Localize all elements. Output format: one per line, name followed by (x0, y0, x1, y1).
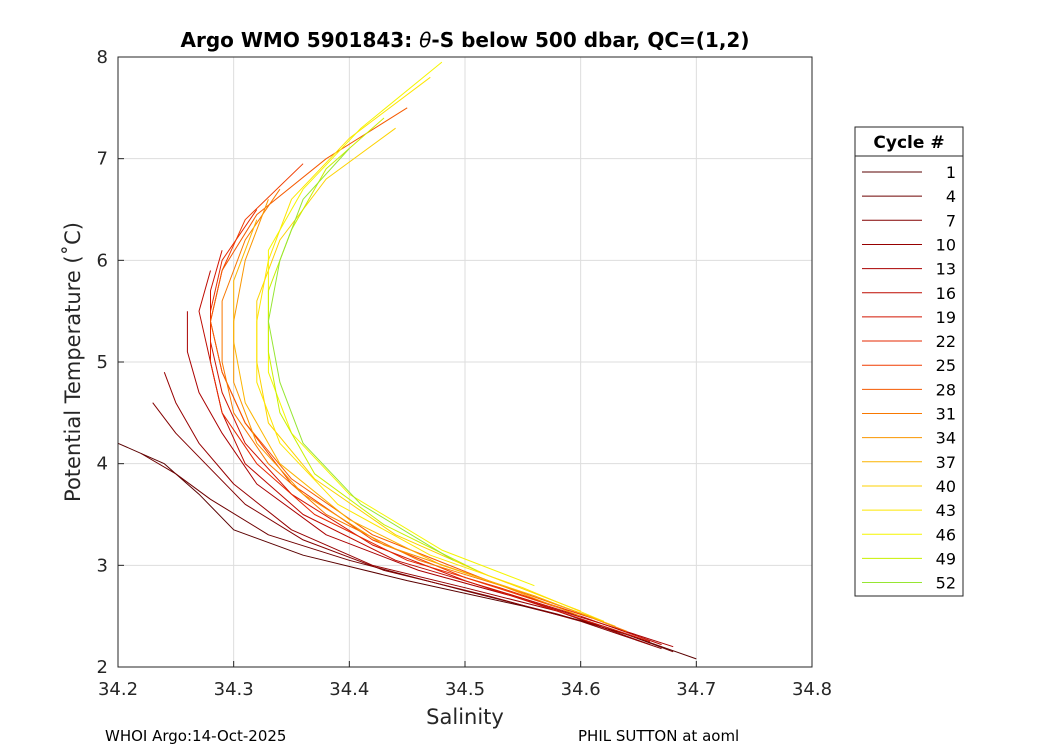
footer-right: PHIL SUTTON at aoml (578, 727, 739, 745)
legend-entry: 25 (862, 356, 956, 375)
series-line-cycle-49 (267, 117, 477, 571)
y-tick-label: 5 (97, 352, 108, 373)
legend-entry: 22 (862, 332, 956, 351)
series-line-cycle-13 (186, 311, 674, 648)
legend-label: 34 (936, 429, 956, 448)
legend-label: 10 (936, 235, 956, 254)
series-line-cycle-7 (152, 402, 662, 650)
y-tick-label: 4 (97, 454, 108, 475)
footer-left: WHOI Argo:14-Oct-2025 (105, 727, 286, 745)
legend-label: 22 (936, 332, 956, 351)
y-tick-label: 7 (97, 149, 108, 170)
legend-entry: 16 (862, 284, 956, 303)
legend-entry: 43 (862, 501, 956, 520)
legend-entry: 1 (862, 163, 956, 182)
legend-label: 25 (936, 356, 956, 375)
x-tick-label: 34.2 (98, 679, 138, 700)
legend: Cycle # 1 4 7 10 13 16 19 22 25 28 31 34 37 40 43 46 49 5… (854, 126, 964, 597)
y-axis-label: Potential Temperature (˚C) (61, 222, 85, 502)
series-line-cycle-43 (256, 76, 604, 622)
y-tick-label: 3 (97, 555, 108, 576)
y-axis: 2 3 4 5 6 7 8 (97, 47, 124, 678)
legend-label: 40 (936, 477, 956, 496)
legend-entry: 4 (862, 187, 956, 206)
legend-label: 4 (946, 187, 956, 206)
legend-label: 49 (936, 549, 956, 568)
x-axis-label: Salinity (426, 705, 504, 729)
x-axis: 34.2 34.3 34.4 34.5 34.6 34.7 34.8 (98, 661, 832, 700)
legend-label: 1 (946, 163, 956, 182)
legend-label: 16 (936, 284, 956, 303)
legend-entry: 10 (862, 235, 956, 254)
legend-entry: 49 (862, 549, 956, 568)
series-line-cycle-16 (198, 270, 662, 646)
legend-entry: 7 (862, 211, 956, 230)
x-tick-label: 34.6 (561, 679, 601, 700)
legend-label: 37 (936, 453, 956, 472)
x-tick-label: 34.5 (445, 679, 485, 700)
legend-label: 13 (936, 260, 956, 279)
y-tick-label: 8 (97, 47, 108, 68)
legend-label: 7 (946, 211, 956, 230)
series-line-cycle-52 (267, 148, 454, 561)
x-tick-label: 34.3 (214, 679, 254, 700)
series-line-cycle-37 (233, 219, 616, 627)
legend-entry: 52 (862, 574, 956, 593)
legend-entry: 19 (862, 308, 956, 327)
x-tick-label: 34.7 (676, 679, 716, 700)
y-tick-label: 6 (97, 250, 108, 271)
legend-entry: 13 (862, 260, 956, 279)
series-line-cycle-22 (210, 209, 593, 619)
series-line-cycle-31 (221, 188, 628, 632)
legend-label: 46 (936, 525, 956, 544)
legend-entry: 31 (862, 405, 956, 424)
y-tick-label: 2 (97, 657, 108, 678)
series-group (117, 61, 697, 660)
legend-entry: 40 (862, 477, 956, 496)
legend-label: 31 (936, 405, 956, 424)
chart-title: Argo WMO 5901843: θ-S below 500 dbar, QC… (181, 28, 750, 52)
x-tick-label: 34.8 (792, 679, 832, 700)
series-line-cycle-10 (163, 372, 651, 646)
legend-entry: 34 (862, 429, 956, 448)
legend-title: Cycle # (873, 133, 944, 153)
x-tick-label: 34.4 (329, 679, 369, 700)
legend-entry: 37 (862, 453, 956, 472)
legend-label: 52 (936, 574, 956, 593)
legend-label: 43 (936, 501, 956, 520)
legend-label: 19 (936, 308, 956, 327)
legend-box (854, 126, 964, 597)
legend-label: 28 (936, 380, 956, 399)
legend-entry: 46 (862, 525, 956, 544)
legend-entry: 28 (862, 380, 956, 399)
